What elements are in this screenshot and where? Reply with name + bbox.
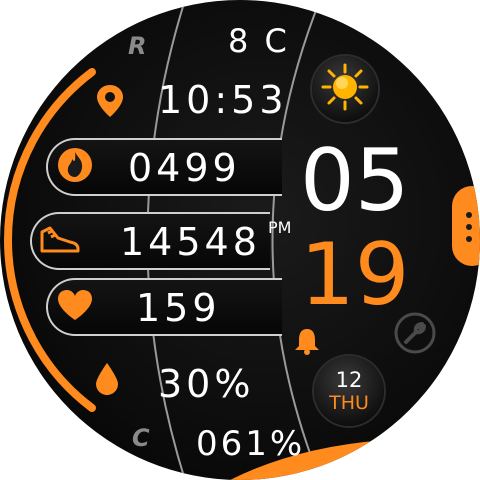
progress-arc <box>4 68 96 412</box>
menu-dot <box>466 212 472 218</box>
heart-rate-row[interactable]: 159 <box>46 278 282 336</box>
bottom-letter: C <box>132 424 150 452</box>
humidity-value: 30% <box>158 362 255 406</box>
droplet-icon <box>94 362 120 400</box>
location-pin-icon <box>96 84 124 122</box>
alarm-bell-icon[interactable] <box>292 326 322 360</box>
top-letter: R <box>128 32 147 60</box>
sun-icon <box>321 63 369 115</box>
calories-badge <box>52 144 98 190</box>
steps-badge <box>36 218 82 264</box>
date-button[interactable]: 12 THU <box>314 356 384 426</box>
world-time-value: 10:53 <box>158 78 288 122</box>
battery-value: 061% <box>196 424 306 464</box>
heart-icon <box>56 288 94 326</box>
menu-dot <box>466 224 472 230</box>
steps-value: 14548 <box>120 220 261 264</box>
clock-minute: 19 <box>300 225 410 325</box>
ampm-indicator: PM <box>268 218 292 237</box>
clock-hour: 05 <box>300 131 410 231</box>
separator-arc-right <box>271 0 321 480</box>
flame-icon <box>58 146 92 188</box>
steps-row[interactable]: 14548 <box>30 212 270 270</box>
bottom-accent-band <box>230 438 480 480</box>
heart-badge <box>52 284 98 330</box>
weather-button[interactable] <box>312 56 378 122</box>
temperature-value: 8 C <box>228 22 290 60</box>
date-day: 12 <box>335 368 363 392</box>
heart-rate-value: 159 <box>136 286 221 330</box>
date-weekday: THU <box>329 392 369 414</box>
shoe-icon <box>38 224 80 258</box>
wrench-icon[interactable] <box>394 312 436 358</box>
calories-row[interactable]: 0499 <box>46 138 282 196</box>
calories-value: 0499 <box>128 146 241 190</box>
menu-dot <box>466 236 472 242</box>
